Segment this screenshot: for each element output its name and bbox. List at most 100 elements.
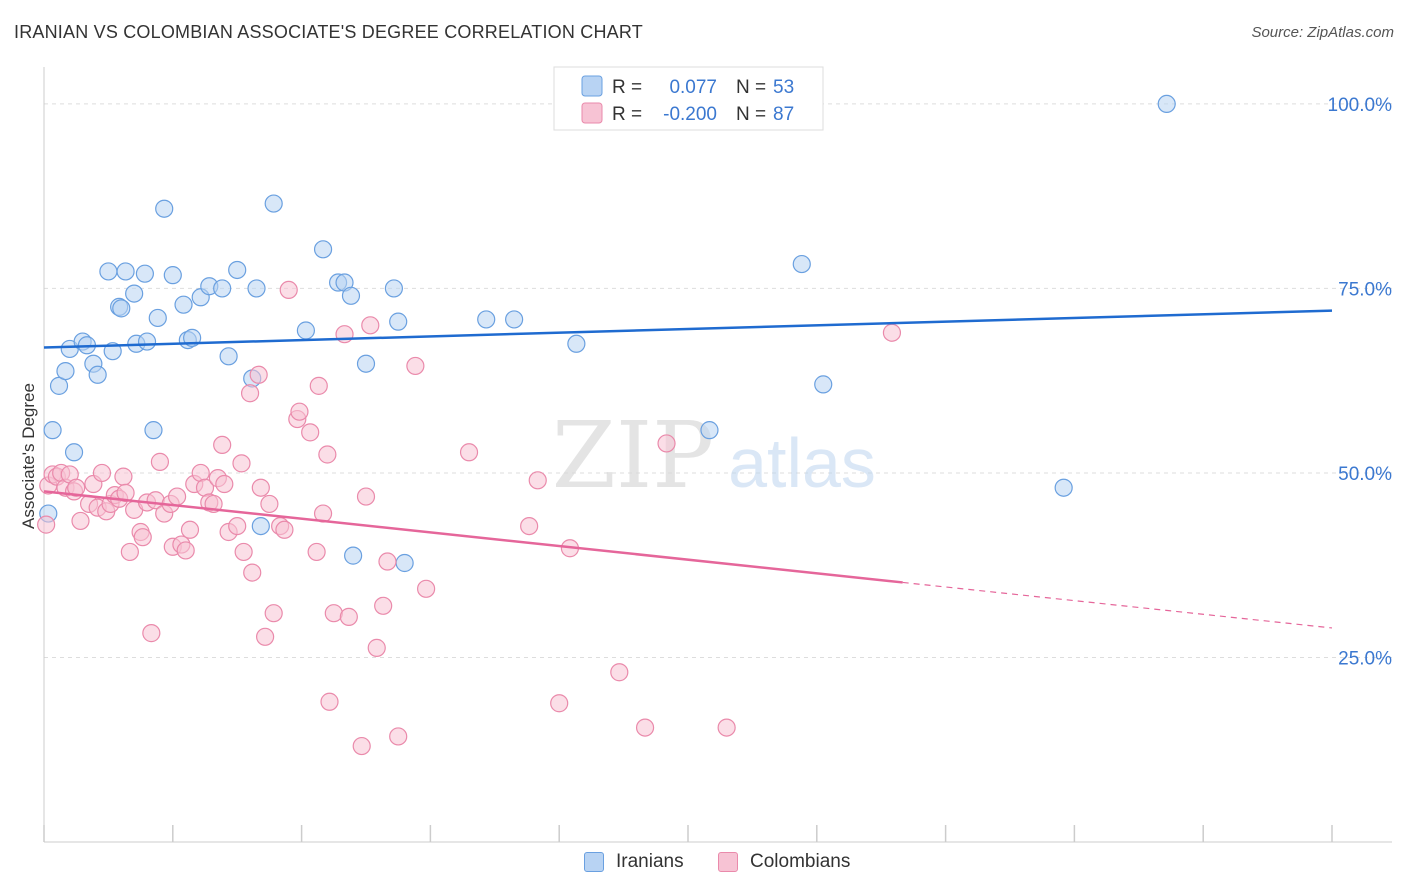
point-colombians bbox=[307, 542, 326, 562]
point-iranians bbox=[213, 279, 232, 298]
point-iranians bbox=[313, 240, 333, 259]
point-colombians bbox=[180, 520, 200, 539]
point-colombians bbox=[882, 323, 902, 342]
point-colombians bbox=[320, 692, 339, 711]
point-colombians bbox=[389, 727, 408, 746]
point-iranians bbox=[116, 262, 135, 281]
point-iranians bbox=[43, 421, 62, 440]
point-iranians bbox=[296, 321, 315, 340]
point-iranians bbox=[356, 354, 376, 373]
point-iranians bbox=[148, 308, 167, 328]
correlation-legend: R = 0.077 N = 53 R = -0.200 N = 87 bbox=[553, 66, 824, 131]
point-colombians bbox=[215, 474, 234, 494]
point-iranians bbox=[64, 443, 84, 462]
point-iranians bbox=[341, 286, 361, 305]
gridlines bbox=[44, 103, 1392, 658]
point-colombians bbox=[318, 445, 337, 464]
legend-n-value-colombians: 87 bbox=[773, 104, 794, 125]
point-iranians bbox=[395, 553, 414, 573]
point-colombians bbox=[142, 624, 161, 643]
point-colombians bbox=[406, 356, 425, 376]
point-iranians bbox=[251, 516, 270, 536]
point-iranians bbox=[174, 295, 193, 314]
point-iranians bbox=[125, 284, 144, 303]
trend-line-iranians bbox=[43, 309, 1333, 349]
point-iranians bbox=[112, 299, 131, 318]
point-colombians bbox=[610, 663, 629, 682]
point-colombians bbox=[657, 434, 676, 453]
point-iranians bbox=[155, 199, 174, 218]
legend-swatch-colombians bbox=[581, 102, 603, 124]
point-colombians bbox=[520, 516, 539, 536]
point-iranians bbox=[135, 264, 154, 283]
point-colombians bbox=[176, 541, 195, 560]
legend-item-iranians: Iranians bbox=[584, 851, 684, 873]
legend-item-colombians: Colombians bbox=[718, 851, 850, 873]
trend-line-extension-colombians bbox=[902, 581, 1333, 629]
point-colombians bbox=[378, 552, 397, 571]
point-iranians bbox=[56, 361, 75, 381]
point-colombians bbox=[120, 542, 139, 562]
point-colombians bbox=[232, 454, 251, 473]
point-colombians bbox=[279, 280, 298, 300]
point-colombians bbox=[459, 443, 479, 462]
legend-r-label-iranians: R = bbox=[612, 77, 642, 98]
point-iranians bbox=[389, 312, 408, 331]
point-iranians bbox=[567, 334, 586, 353]
y-tick-label: 75.0% bbox=[1338, 279, 1392, 300]
point-colombians bbox=[275, 520, 294, 539]
point-iranians bbox=[99, 262, 118, 281]
point-iranians bbox=[384, 279, 404, 298]
axes bbox=[43, 67, 1392, 843]
point-colombians bbox=[290, 402, 309, 421]
point-colombians bbox=[37, 515, 56, 534]
point-iranians bbox=[144, 421, 163, 440]
point-colombians bbox=[67, 478, 86, 497]
point-colombians bbox=[213, 435, 232, 455]
point-colombians bbox=[228, 516, 247, 536]
legend-r-value-colombians: -0.200 bbox=[663, 104, 717, 125]
point-iranians bbox=[88, 365, 107, 384]
point-iranians bbox=[137, 332, 157, 351]
point-colombians bbox=[249, 365, 268, 384]
point-iranians bbox=[700, 421, 719, 440]
legend-n-label-colombians: N = bbox=[736, 104, 766, 125]
point-iranians bbox=[1054, 478, 1073, 497]
point-colombians bbox=[361, 316, 380, 335]
legend-r-label-colombians: R = bbox=[612, 104, 642, 125]
point-colombians bbox=[234, 542, 253, 562]
point-colombians bbox=[150, 452, 170, 471]
point-colombians bbox=[309, 376, 328, 395]
series-legend: Iranians Colombians bbox=[0, 851, 1406, 879]
legend-swatch-iranians bbox=[581, 75, 603, 97]
trend-line-colombians bbox=[43, 490, 903, 584]
point-colombians bbox=[528, 471, 547, 490]
point-colombians bbox=[260, 494, 279, 514]
point-iranians bbox=[505, 310, 524, 329]
point-colombians bbox=[301, 423, 320, 442]
point-iranians bbox=[792, 254, 811, 274]
point-colombians bbox=[71, 511, 90, 531]
y-tick-label: 25.0% bbox=[1338, 648, 1392, 669]
point-colombians bbox=[133, 528, 152, 547]
point-colombians bbox=[251, 478, 270, 497]
point-colombians bbox=[116, 483, 135, 502]
point-iranians bbox=[103, 342, 122, 361]
point-colombians bbox=[339, 607, 358, 626]
y-tick-label: 50.0% bbox=[1338, 464, 1392, 485]
point-iranians bbox=[163, 266, 182, 285]
point-colombians bbox=[352, 736, 371, 756]
point-colombians bbox=[114, 467, 133, 486]
point-colombians bbox=[243, 563, 262, 582]
legend-label-colombians: Colombians bbox=[750, 851, 851, 872]
point-colombians bbox=[417, 579, 436, 598]
point-iranians bbox=[1157, 94, 1176, 114]
point-colombians bbox=[356, 487, 376, 506]
watermark-atlas: atlas bbox=[728, 424, 876, 502]
point-colombians bbox=[550, 694, 569, 713]
point-colombians bbox=[92, 463, 112, 483]
point-colombians bbox=[374, 596, 393, 615]
point-iranians bbox=[814, 375, 833, 394]
scatter-chart: ZIP atlas 25.0%50.0%75.0%100.0%0.0%60.0%… bbox=[19, 66, 1392, 843]
point-colombians bbox=[167, 487, 187, 506]
